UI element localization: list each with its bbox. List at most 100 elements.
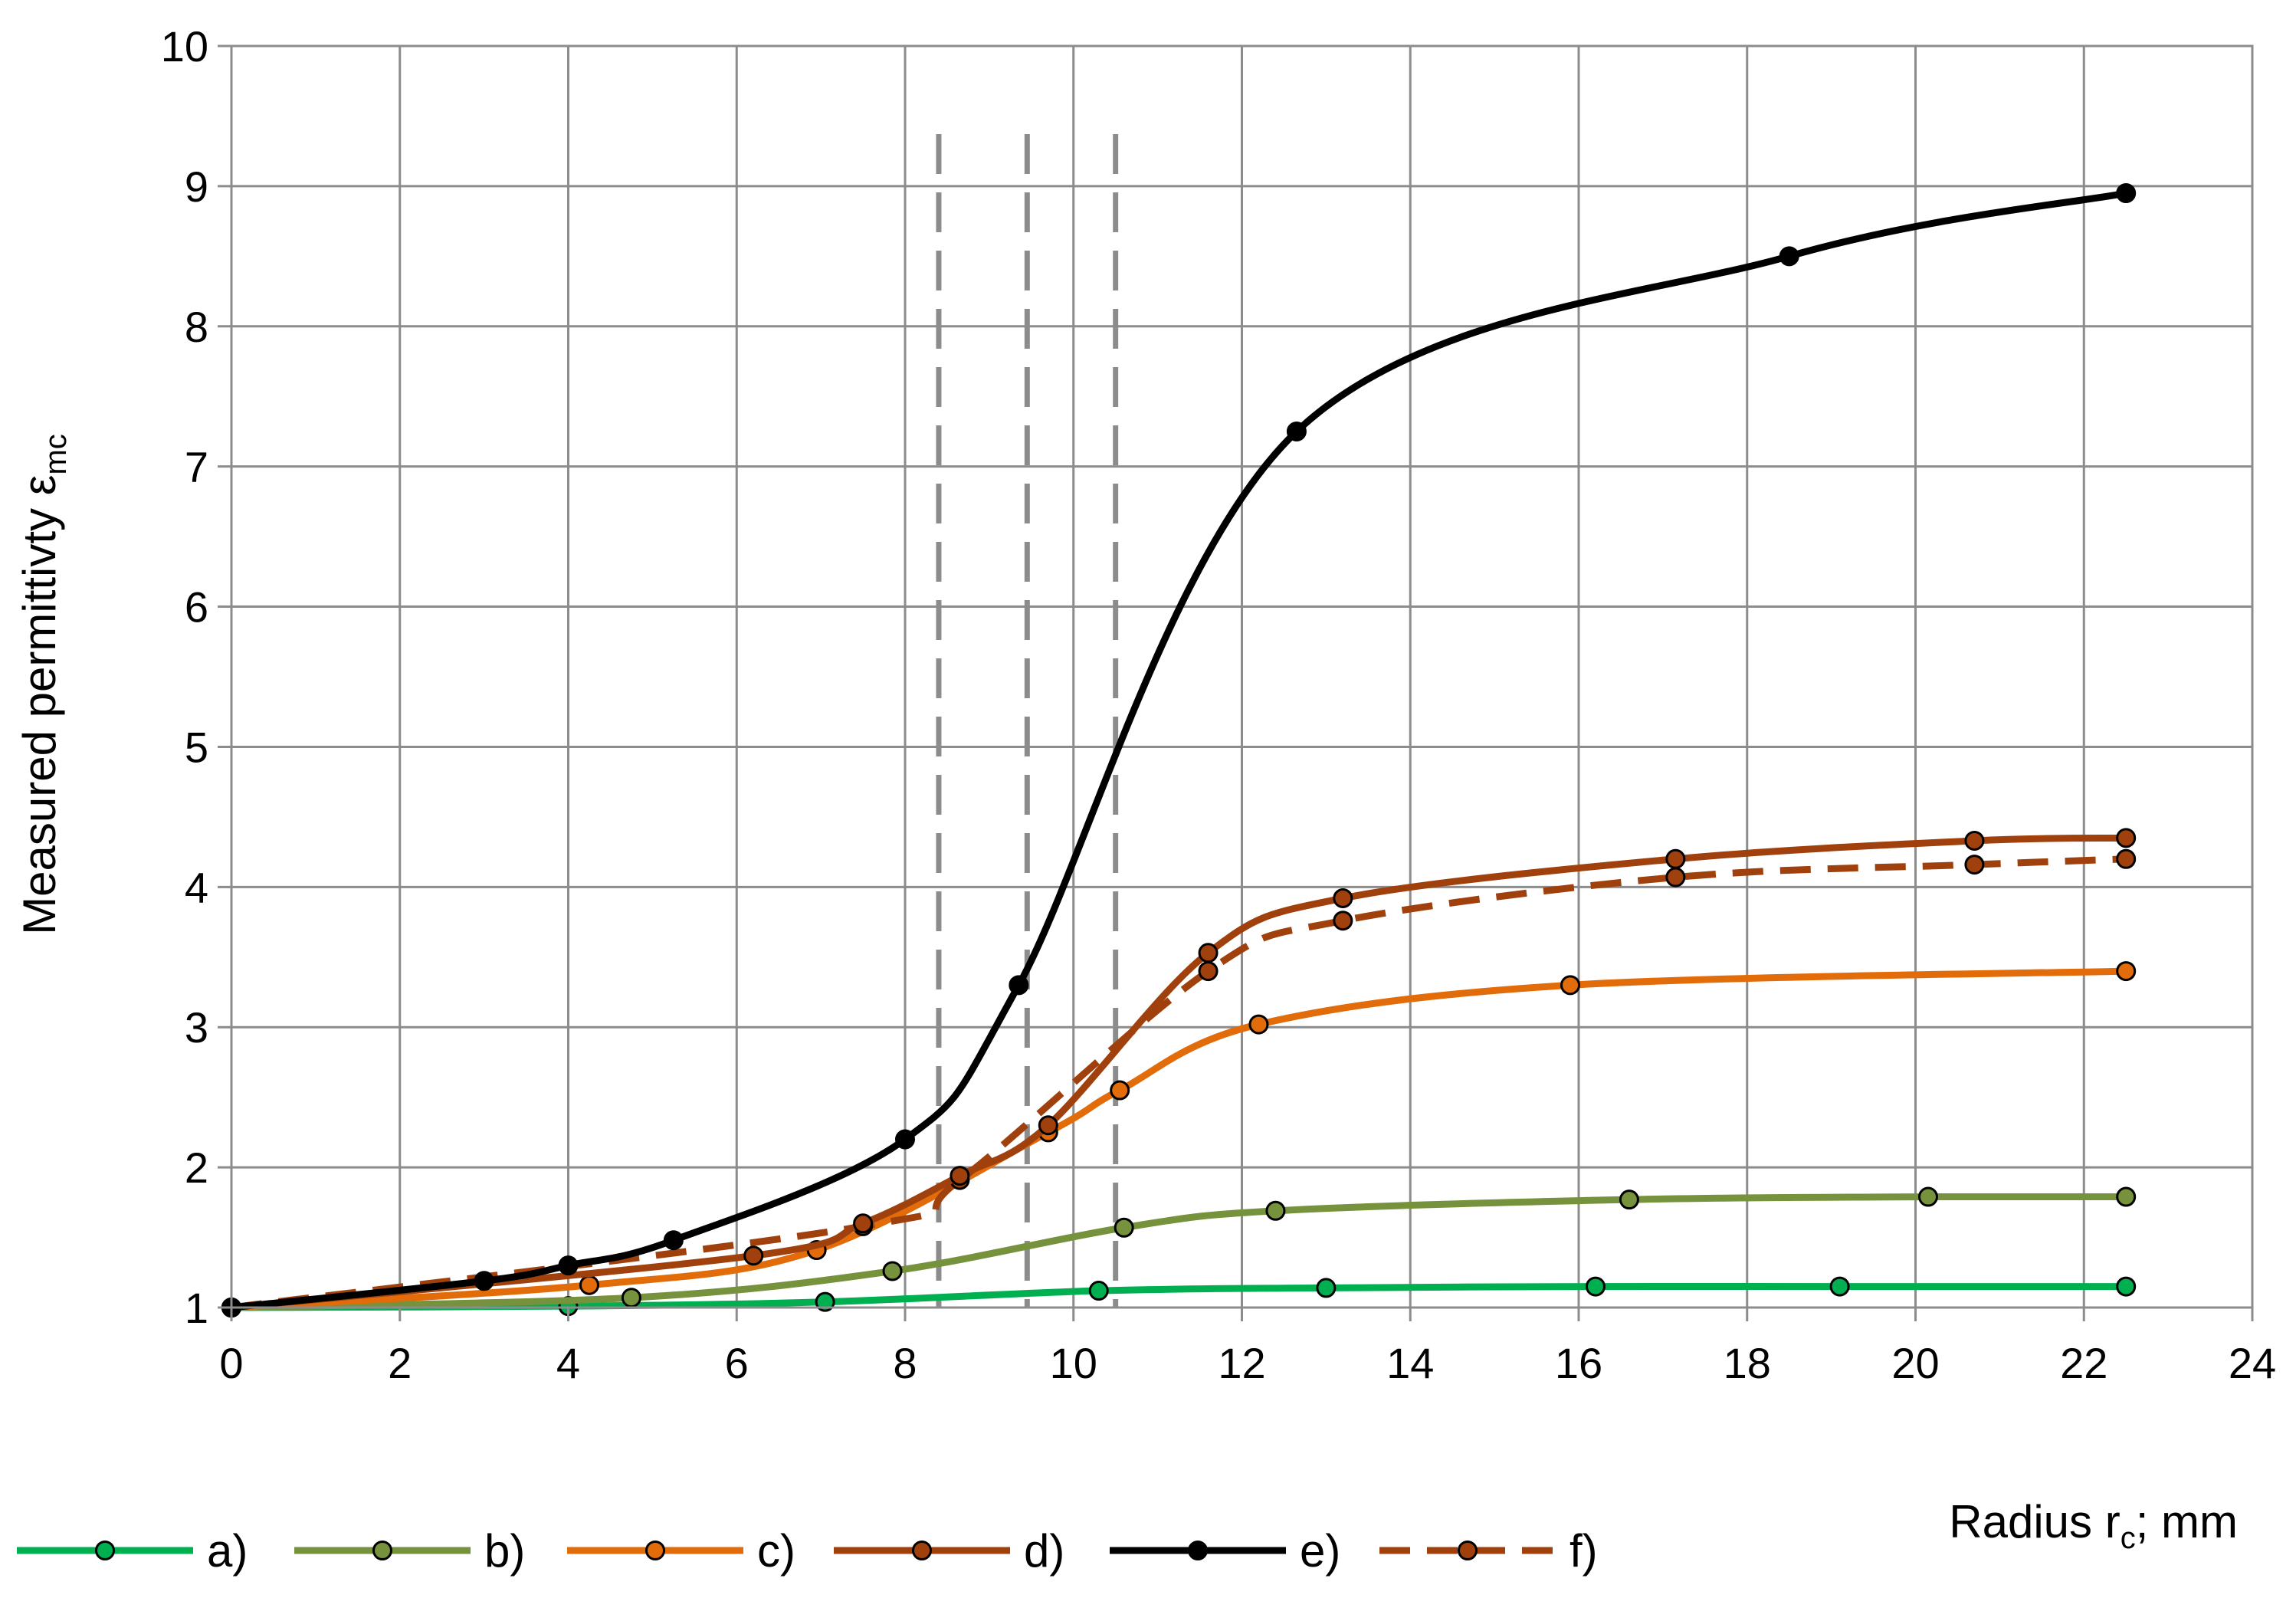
data-point-d: [853, 1213, 874, 1234]
x-tick-label: 18: [1724, 1339, 1771, 1387]
data-point-f: [1964, 855, 1985, 875]
data-point-b: [882, 1261, 903, 1281]
y-tick-label: 9: [185, 162, 208, 211]
x-tick-label: 8: [893, 1339, 917, 1387]
data-point-e: [2116, 183, 2137, 204]
data-point-a: [2116, 1276, 2137, 1297]
data-point-a: [1829, 1276, 1850, 1297]
legend-marker-d: [912, 1541, 932, 1560]
data-point-b: [2116, 1186, 2137, 1207]
data-point-a: [1088, 1281, 1109, 1301]
data-point-a: [815, 1291, 835, 1312]
legend-item-a: a): [17, 1525, 248, 1577]
data-point-f: [2116, 848, 2137, 869]
vertical-markers: [936, 134, 1119, 1308]
x-tick-label: 2: [388, 1339, 412, 1387]
series-lines: [221, 183, 2137, 1317]
x-tick-label: 10: [1050, 1339, 1097, 1387]
data-point-d: [743, 1245, 764, 1266]
legend-item-d: d): [834, 1525, 1064, 1577]
data-point-f: [1665, 867, 1686, 888]
x-tick-label: 16: [1555, 1339, 1602, 1387]
series-d: [221, 828, 2137, 1317]
series-line-f: [231, 855, 2127, 1311]
data-point-b: [621, 1288, 641, 1308]
grid: [230, 44, 2254, 1309]
legend-label-d: d): [1024, 1525, 1064, 1577]
legend-label-f: f): [1569, 1525, 1598, 1577]
y-axis-title: Measured permittivty εmc: [14, 434, 73, 935]
data-point-f: [1198, 961, 1219, 982]
legend-label-e: e): [1300, 1525, 1340, 1577]
legend-item-f: f): [1379, 1525, 1598, 1577]
legend-marker-e: [1188, 1541, 1208, 1560]
data-point-c: [1248, 1014, 1269, 1035]
legend-marker-f: [1458, 1541, 1478, 1560]
y-tick-label: 1: [185, 1284, 208, 1332]
data-point-d: [950, 1166, 970, 1186]
y-tick-label: 7: [185, 443, 208, 491]
series-line-a: [228, 1282, 2130, 1311]
series-c: [221, 961, 2137, 1317]
data-point-c: [1110, 1080, 1130, 1101]
legend-marker-c: [645, 1541, 665, 1560]
data-point-e: [1009, 975, 1029, 996]
series-line-c: [228, 967, 2130, 1311]
series-line-d: [228, 834, 2130, 1311]
data-point-d: [2116, 828, 2137, 848]
legend-marker-a: [95, 1541, 115, 1560]
legend-label-b: b): [484, 1525, 525, 1577]
data-point-d: [1964, 830, 1985, 851]
y-tick-label: 3: [185, 1003, 208, 1052]
data-point-d: [1665, 848, 1686, 869]
x-tick-label: 12: [1218, 1339, 1265, 1387]
x-axis-title: Radius rc; mm: [1949, 1496, 2238, 1555]
data-point-e: [1779, 246, 1799, 267]
series-f: [221, 848, 2137, 1317]
series-b: [221, 1186, 2137, 1317]
y-tick-label: 2: [185, 1144, 208, 1192]
x-tick-label: 6: [725, 1339, 749, 1387]
y-tick-label: 4: [185, 863, 208, 911]
x-tick-label: 24: [2229, 1339, 2276, 1387]
y-tick-label: 8: [185, 303, 208, 351]
data-point-c: [2116, 961, 2137, 982]
x-tick-label: 20: [1891, 1339, 1939, 1387]
data-point-d: [1333, 888, 1353, 908]
legend-label-c: c): [757, 1525, 795, 1577]
data-point-b: [1114, 1217, 1134, 1238]
x-tick-label: 22: [2060, 1339, 2107, 1387]
data-point-c: [1560, 975, 1581, 996]
data-point-d: [1038, 1115, 1058, 1136]
data-point-d: [1198, 943, 1219, 963]
plot-frame: [230, 44, 2254, 1309]
data-point-c: [579, 1275, 599, 1295]
legend-marker-b: [372, 1541, 392, 1560]
data-point-e: [895, 1129, 915, 1150]
data-point-a: [1585, 1276, 1606, 1297]
legend-item-b: b): [294, 1525, 525, 1577]
x-tick-label: 4: [556, 1339, 580, 1387]
y-tick-label: 5: [185, 723, 208, 771]
y-tick-label: 6: [185, 583, 208, 632]
data-point-e: [1286, 421, 1307, 441]
legend-item-c: c): [567, 1525, 795, 1577]
data-point-b: [1265, 1200, 1286, 1221]
legend: a) b) c) d) e) f): [17, 1525, 1598, 1577]
x-tick-label: 0: [219, 1339, 243, 1387]
series-line-e: [228, 189, 2130, 1311]
data-point-e: [558, 1255, 579, 1276]
data-point-a: [1316, 1278, 1337, 1298]
x-tick-label: 14: [1386, 1339, 1434, 1387]
y-tick-label: 10: [161, 22, 208, 71]
series-e: [221, 183, 2137, 1317]
data-point-f: [1333, 911, 1353, 931]
legend-label-a: a): [207, 1525, 248, 1577]
data-point-e: [663, 1230, 684, 1251]
series-a: [221, 1276, 2137, 1317]
legend-item-e: e): [1110, 1525, 1340, 1577]
data-point-e: [474, 1271, 494, 1291]
data-point-b: [1917, 1186, 1938, 1207]
